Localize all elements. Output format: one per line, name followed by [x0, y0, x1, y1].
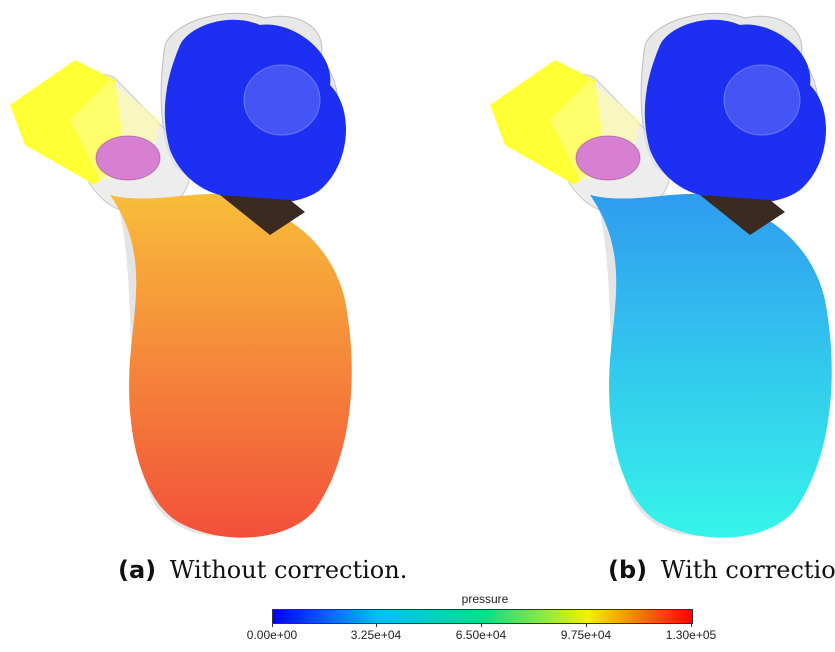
atrium-surface [644, 19, 827, 203]
atrium-ghost-valve [723, 64, 801, 136]
panel-with-correction [480, 0, 835, 545]
colorbar-tick [481, 623, 482, 627]
caption-a-tag: (a) [118, 556, 157, 584]
valve-notch [700, 195, 785, 235]
atrium-ghost-valve [243, 64, 321, 136]
atrium-surface [164, 19, 347, 203]
colorbar-tick-label: 6.50e+04 [455, 628, 507, 642]
colorbar-title: pressure [461, 592, 509, 606]
caption-a-text: Without correction. [169, 556, 408, 584]
colorbar-tick [272, 623, 273, 627]
caption-a: (a) Without correction. [118, 556, 407, 584]
heart-render-without-correction [10, 12, 352, 538]
colorbar-tick-label: 3.25e+04 [350, 628, 402, 642]
colorbar-tick [586, 623, 587, 627]
caption-b-text: With correction. [660, 556, 835, 584]
colorbar-tick [376, 623, 377, 627]
heart-render-with-correction [490, 12, 832, 538]
colorbar-gradient [272, 609, 693, 624]
valve-notch [220, 195, 305, 235]
ventricle-surface [590, 193, 832, 538]
colorbar-tick-label: 1.30e+05 [665, 628, 717, 642]
ventricle-surface [110, 193, 352, 538]
panel-without-correction [0, 0, 360, 545]
pressure-colorbar: pressure 0.00e+00 3.25e+04 6.50e+04 9.75… [240, 592, 730, 648]
caption-b-tag: (b) [608, 556, 648, 584]
valve-mesh [96, 136, 160, 180]
colorbar-tick-label: 0.00e+00 [246, 628, 298, 642]
colorbar-tick-label: 9.75e+04 [560, 628, 612, 642]
valve-mesh [576, 136, 640, 180]
caption-b: (b) With correction. [608, 556, 835, 584]
colorbar-tick [691, 623, 692, 627]
